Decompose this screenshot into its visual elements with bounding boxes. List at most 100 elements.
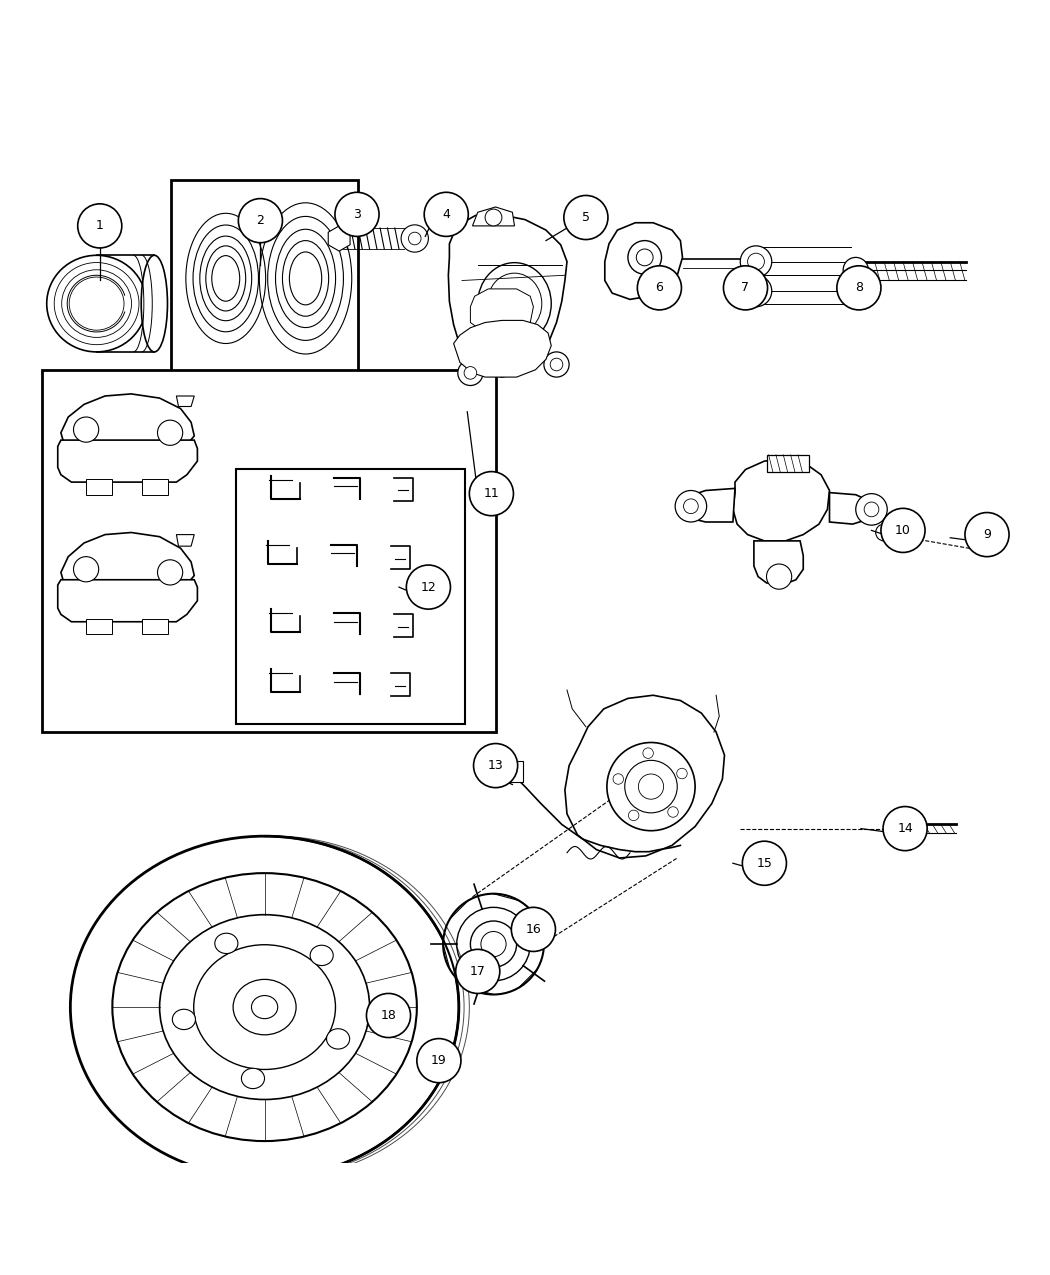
Circle shape bbox=[458, 361, 483, 385]
Bar bbox=[86, 479, 112, 495]
Ellipse shape bbox=[327, 1029, 350, 1049]
Ellipse shape bbox=[478, 263, 551, 344]
Text: 10: 10 bbox=[895, 524, 911, 537]
Text: 8: 8 bbox=[855, 282, 863, 295]
Bar bbox=[42, 370, 496, 732]
Circle shape bbox=[456, 950, 500, 993]
Circle shape bbox=[856, 493, 887, 525]
Polygon shape bbox=[565, 695, 724, 858]
Circle shape bbox=[464, 367, 477, 379]
Circle shape bbox=[876, 524, 892, 541]
Text: 19: 19 bbox=[430, 1054, 447, 1067]
Polygon shape bbox=[830, 492, 871, 524]
Circle shape bbox=[470, 921, 517, 968]
Circle shape bbox=[474, 743, 518, 788]
Ellipse shape bbox=[242, 1068, 265, 1089]
Text: 16: 16 bbox=[525, 923, 542, 936]
Text: 18: 18 bbox=[380, 1009, 397, 1023]
Polygon shape bbox=[176, 397, 194, 407]
Circle shape bbox=[740, 275, 772, 307]
Polygon shape bbox=[605, 223, 682, 300]
Circle shape bbox=[550, 358, 563, 371]
Bar bbox=[508, 761, 523, 783]
Text: 13: 13 bbox=[487, 759, 504, 773]
Circle shape bbox=[837, 265, 881, 310]
Circle shape bbox=[607, 742, 695, 831]
Text: 2: 2 bbox=[256, 214, 265, 227]
Circle shape bbox=[544, 352, 569, 377]
Circle shape bbox=[158, 421, 183, 445]
Text: 1: 1 bbox=[96, 219, 104, 232]
Circle shape bbox=[899, 819, 920, 839]
Circle shape bbox=[406, 565, 450, 609]
Ellipse shape bbox=[252, 996, 277, 1019]
Ellipse shape bbox=[194, 945, 336, 1070]
Circle shape bbox=[366, 993, 411, 1038]
Circle shape bbox=[965, 513, 1009, 557]
Circle shape bbox=[443, 894, 544, 995]
Circle shape bbox=[742, 842, 786, 885]
Text: 4: 4 bbox=[442, 208, 450, 221]
Circle shape bbox=[74, 417, 99, 442]
Ellipse shape bbox=[310, 945, 333, 965]
Polygon shape bbox=[454, 320, 551, 377]
Polygon shape bbox=[58, 440, 197, 482]
Circle shape bbox=[883, 807, 927, 850]
Text: 9: 9 bbox=[983, 528, 991, 541]
Circle shape bbox=[457, 908, 530, 980]
Circle shape bbox=[424, 193, 468, 236]
Polygon shape bbox=[176, 534, 194, 546]
Circle shape bbox=[485, 209, 502, 226]
Polygon shape bbox=[448, 214, 567, 377]
Text: 3: 3 bbox=[353, 208, 361, 221]
Circle shape bbox=[335, 193, 379, 236]
Circle shape bbox=[78, 204, 122, 247]
Circle shape bbox=[628, 241, 662, 274]
Text: 15: 15 bbox=[756, 857, 773, 870]
Ellipse shape bbox=[70, 836, 459, 1178]
Text: 11: 11 bbox=[483, 487, 500, 500]
Circle shape bbox=[238, 199, 282, 242]
Circle shape bbox=[417, 1039, 461, 1082]
Bar bbox=[142, 618, 168, 635]
Circle shape bbox=[408, 232, 421, 245]
Polygon shape bbox=[688, 488, 735, 521]
Polygon shape bbox=[472, 207, 514, 226]
Polygon shape bbox=[61, 533, 194, 599]
Ellipse shape bbox=[112, 873, 417, 1141]
Bar bbox=[86, 618, 112, 635]
Ellipse shape bbox=[141, 255, 168, 352]
Polygon shape bbox=[754, 541, 803, 585]
Ellipse shape bbox=[172, 1010, 195, 1030]
Ellipse shape bbox=[215, 933, 238, 954]
Circle shape bbox=[740, 246, 772, 278]
Text: 14: 14 bbox=[897, 822, 914, 835]
Polygon shape bbox=[470, 289, 533, 335]
Circle shape bbox=[564, 195, 608, 240]
Text: 6: 6 bbox=[655, 282, 664, 295]
Polygon shape bbox=[61, 394, 194, 459]
Polygon shape bbox=[329, 226, 350, 251]
Circle shape bbox=[881, 509, 925, 552]
Circle shape bbox=[637, 265, 681, 310]
Text: 17: 17 bbox=[469, 965, 486, 978]
Circle shape bbox=[675, 491, 707, 521]
Circle shape bbox=[766, 564, 792, 589]
Circle shape bbox=[843, 258, 868, 283]
Circle shape bbox=[401, 224, 428, 252]
Ellipse shape bbox=[160, 914, 370, 1099]
Text: 5: 5 bbox=[582, 210, 590, 224]
Ellipse shape bbox=[46, 255, 146, 352]
Text: 7: 7 bbox=[741, 282, 750, 295]
Bar bbox=[766, 455, 808, 472]
Circle shape bbox=[158, 560, 183, 585]
Bar bbox=[142, 479, 168, 495]
Bar bbox=[236, 469, 465, 724]
Circle shape bbox=[74, 557, 99, 581]
Bar bbox=[171, 180, 358, 377]
Circle shape bbox=[469, 472, 513, 515]
Text: 12: 12 bbox=[420, 580, 437, 594]
Ellipse shape bbox=[233, 979, 296, 1035]
Circle shape bbox=[511, 908, 555, 951]
Polygon shape bbox=[58, 580, 197, 622]
